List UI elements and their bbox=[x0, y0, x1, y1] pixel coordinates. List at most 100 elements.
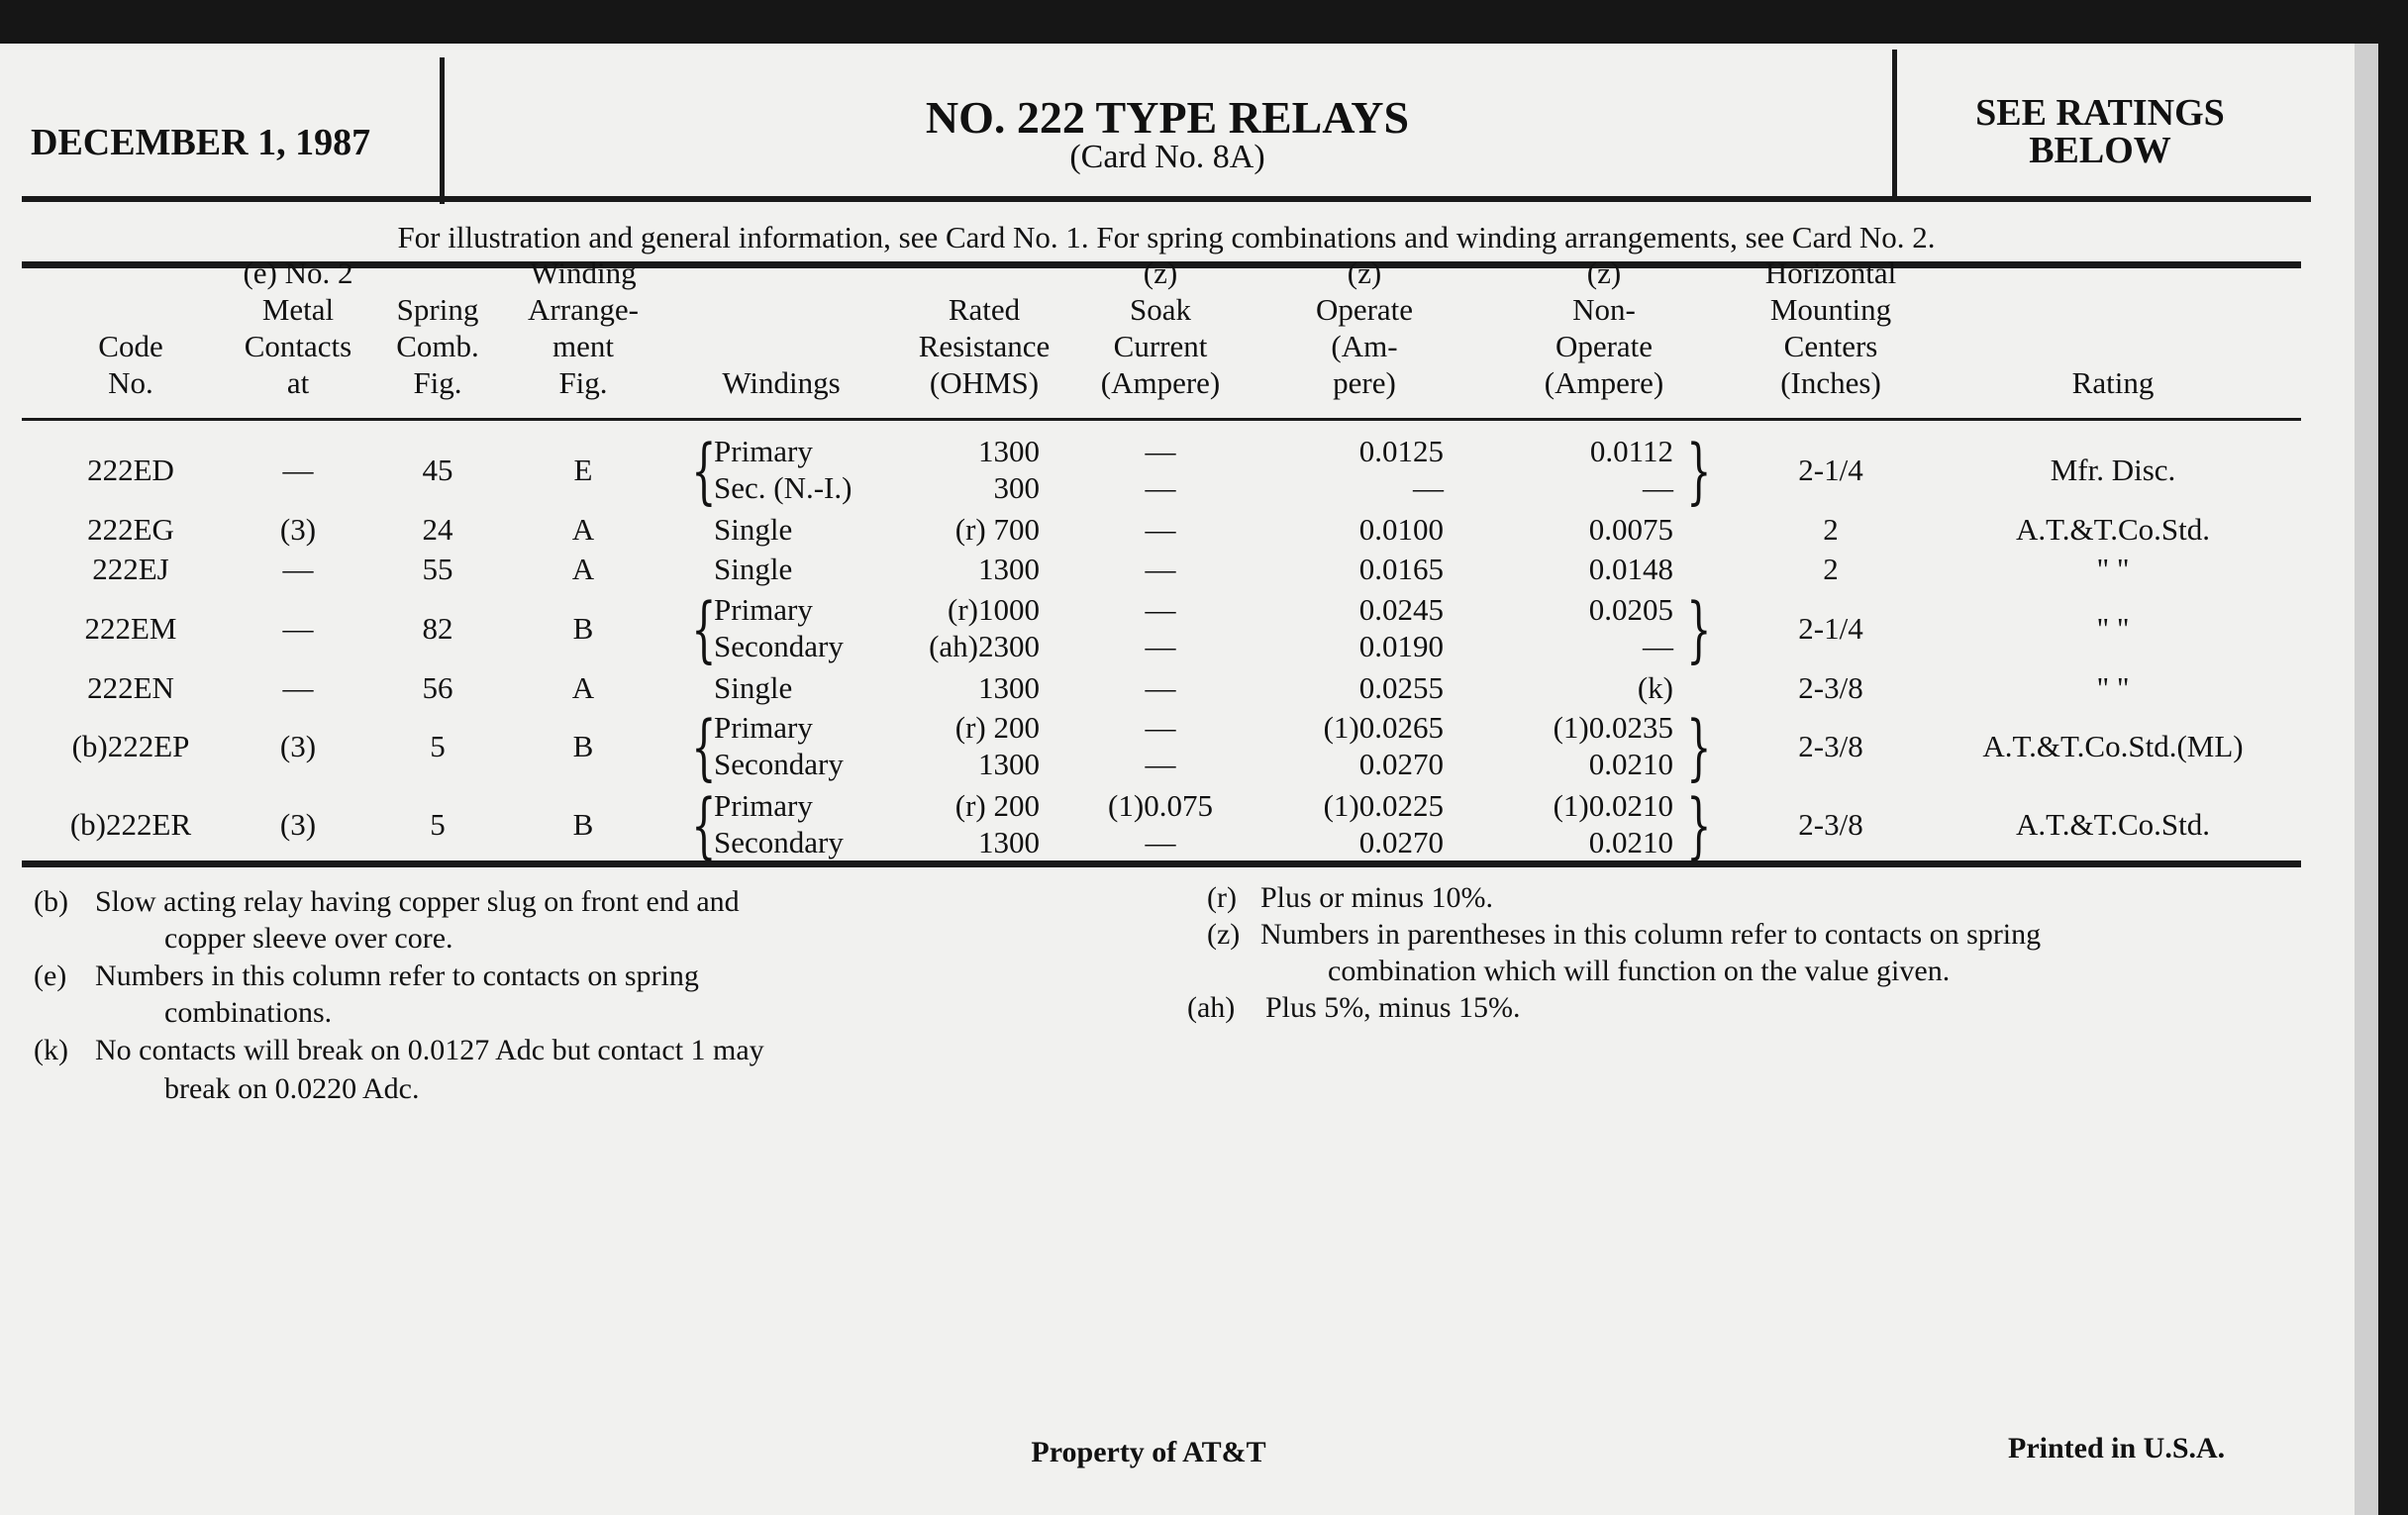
column-header-soak: (Ampere) bbox=[1100, 365, 1221, 400]
cell-operate: 0.0245 bbox=[1358, 592, 1444, 627]
cell-operate: 0.0100 bbox=[1358, 512, 1444, 547]
column-header-spring: Comb. bbox=[396, 329, 479, 363]
cell-mounting: 2 bbox=[1823, 512, 1839, 547]
cell-spring: 56 bbox=[422, 670, 453, 705]
cell-code: 222EJ bbox=[92, 552, 169, 586]
footnote-label: (r) bbox=[1207, 881, 1237, 914]
column-header-code: Code bbox=[98, 329, 163, 363]
column-header-rating: Rating bbox=[2071, 365, 2155, 400]
column-header-contacts: Contacts bbox=[244, 329, 352, 363]
column-header-winding_fig: Fig. bbox=[558, 365, 608, 400]
cell-operate: (1)0.0265 bbox=[1323, 710, 1444, 745]
footnote-text: Plus 5%, minus 15%. bbox=[1265, 991, 1521, 1024]
cell-soak: — bbox=[1145, 434, 1176, 468]
cell-soak: — bbox=[1145, 512, 1176, 547]
column-header-mounting: (Inches) bbox=[1780, 365, 1881, 400]
column-header-mounting: Centers bbox=[1783, 329, 1878, 363]
cell-winding_fig: A bbox=[571, 512, 595, 547]
cell-resistance: 1300 bbox=[978, 747, 1040, 781]
cell-windings: Primary bbox=[714, 592, 813, 627]
cell-soak: — bbox=[1145, 470, 1176, 505]
cell-winding_fig: A bbox=[571, 670, 595, 705]
cell-winding_fig: B bbox=[572, 806, 594, 842]
card-date: DECEMBER 1, 1987 bbox=[31, 122, 371, 163]
cell-operate: (1)0.0225 bbox=[1323, 788, 1444, 823]
table-header-rule bbox=[22, 418, 2301, 421]
cell-nonoperate: 0.0112 bbox=[1589, 434, 1673, 468]
cell-resistance: 1300 bbox=[978, 434, 1040, 468]
cell-nonoperate: (1)0.0210 bbox=[1553, 788, 1673, 823]
cell-code: 222EM bbox=[84, 610, 177, 646]
cell-mounting: 2 bbox=[1823, 552, 1839, 586]
cell-code: (b)222ER bbox=[69, 806, 192, 842]
cell-windings: Single bbox=[714, 512, 793, 547]
cell-resistance: (r) 700 bbox=[954, 512, 1040, 547]
cell-windings: Primary bbox=[714, 788, 813, 823]
column-header-resistance: Resistance bbox=[918, 329, 1051, 363]
cell-mounting: 2-1/4 bbox=[1798, 452, 1863, 487]
cell-nonoperate: 0.0210 bbox=[1588, 825, 1673, 859]
cell-spring: 5 bbox=[430, 806, 446, 842]
cell-rating: A.T.&T.Co.Std. bbox=[2015, 512, 2211, 547]
cell-spring: 24 bbox=[422, 512, 453, 547]
cell-nonoperate: (k) bbox=[1637, 670, 1673, 705]
column-header-nonoperate: Non- bbox=[1572, 292, 1636, 327]
cell-mounting: 2-3/8 bbox=[1798, 670, 1863, 705]
column-header-contacts: at bbox=[286, 365, 310, 400]
cell-code: 222EN bbox=[87, 670, 174, 705]
cell-resistance: (r) 200 bbox=[954, 710, 1040, 745]
cell-code: 222EG bbox=[87, 512, 174, 547]
cell-soak: — bbox=[1145, 710, 1176, 745]
cell-nonoperate: 0.0210 bbox=[1588, 747, 1673, 781]
footnote-text: copper sleeve over core. bbox=[164, 922, 453, 955]
column-header-winding_fig: ment bbox=[552, 329, 614, 363]
column-header-spring: Fig. bbox=[413, 365, 462, 400]
cell-resistance: 1300 bbox=[978, 552, 1040, 586]
footnote-label: (ah) bbox=[1187, 991, 1236, 1024]
footnote-label: (b) bbox=[34, 885, 68, 918]
column-header-contacts: Metal bbox=[261, 292, 335, 327]
cell-soak: (1)0.075 bbox=[1108, 788, 1213, 823]
cell-resistance: (r)1000 bbox=[948, 592, 1040, 627]
cell-rating: A.T.&T.Co.Std. bbox=[2015, 806, 2211, 842]
cell-soak: — bbox=[1145, 592, 1176, 627]
cell-rating: Mfr. Disc. bbox=[2050, 452, 2176, 487]
cell-winding_fig: B bbox=[572, 728, 594, 763]
card-edge bbox=[2355, 44, 2378, 1515]
cell-soak: — bbox=[1145, 747, 1176, 781]
page-title: NO. 222 TYPE RELAYS bbox=[925, 92, 1410, 143]
cell-windings: Secondary bbox=[714, 747, 844, 781]
right-brace: } bbox=[1686, 586, 1712, 670]
cell-nonoperate: — bbox=[1643, 629, 1673, 663]
cell-operate: 0.0125 bbox=[1358, 434, 1444, 468]
column-header-nonoperate: Operate bbox=[1555, 329, 1654, 363]
cell-code: 222ED bbox=[87, 452, 174, 487]
cell-windings: Secondary bbox=[714, 629, 844, 663]
cell-spring: 82 bbox=[422, 610, 453, 646]
cell-nonoperate: 0.0148 bbox=[1588, 552, 1673, 586]
cell-nonoperate: 0.0075 bbox=[1588, 512, 1673, 547]
cell-contacts: — bbox=[282, 552, 314, 586]
cell-contacts: — bbox=[282, 670, 314, 705]
table-top-rule bbox=[22, 261, 2301, 268]
cell-winding_fig: A bbox=[571, 552, 595, 586]
column-header-mounting: Horizontal bbox=[1764, 255, 1897, 290]
cell-windings: Single bbox=[714, 670, 793, 705]
column-header-resistance: (OHMS) bbox=[929, 365, 1040, 400]
table-bottom-rule bbox=[22, 860, 2301, 867]
column-header-nonoperate: (z) bbox=[1586, 255, 1622, 290]
right-brace: } bbox=[1686, 428, 1712, 512]
footer-property: Property of AT&T bbox=[1031, 1436, 1266, 1468]
column-header-soak: Soak bbox=[1130, 292, 1191, 327]
column-header-soak: (z) bbox=[1143, 255, 1178, 290]
column-header-winding_fig: Arrange- bbox=[528, 292, 639, 327]
cell-contacts: (3) bbox=[279, 806, 317, 842]
footnote-text: break on 0.0220 Adc. bbox=[164, 1072, 420, 1105]
cell-rating: A.T.&T.Co.Std.(ML) bbox=[1982, 728, 2244, 763]
footnote-text: combination which will function on the v… bbox=[1328, 955, 1951, 987]
footnote-text: Numbers in parentheses in this column re… bbox=[1260, 918, 2042, 951]
info-line: For illustration and general information… bbox=[397, 220, 1936, 254]
cell-nonoperate: — bbox=[1643, 470, 1673, 505]
ratings-note-1: SEE RATINGS bbox=[1975, 92, 2225, 134]
cell-winding_fig: B bbox=[572, 610, 594, 646]
